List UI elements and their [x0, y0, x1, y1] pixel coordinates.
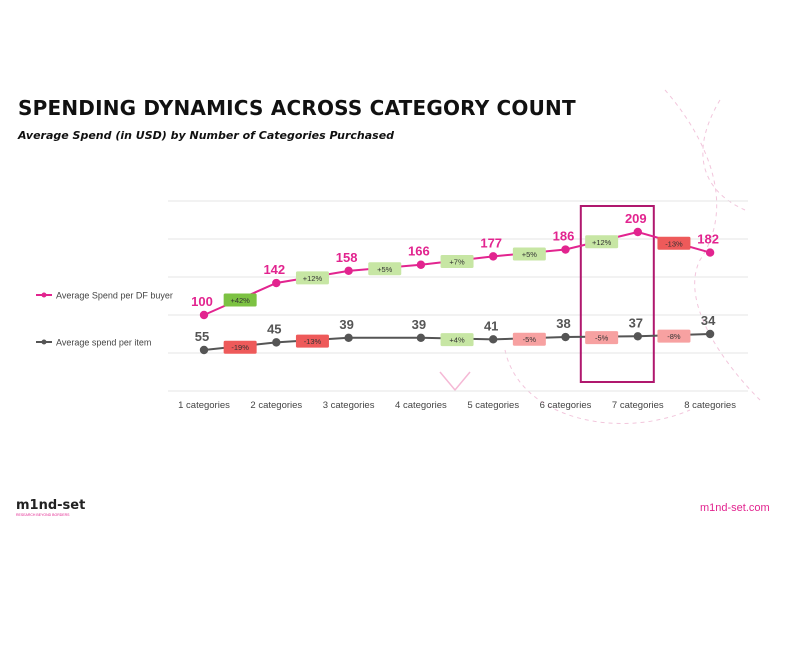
gridlines — [168, 200, 748, 392]
highlight-box — [579, 205, 655, 383]
data-point — [561, 245, 570, 254]
data-label: 39 — [412, 317, 426, 332]
logo-tagline: RESEARCH BEYOND BORDERS — [16, 513, 70, 517]
mindset-logo: m1nd-set RESEARCH BEYOND BORDERS — [16, 496, 86, 523]
data-point — [344, 333, 353, 343]
change-badge — [223, 293, 257, 307]
change-badge-label: +4% — [449, 336, 465, 345]
data-point — [633, 227, 642, 237]
x-tick-label: 4 categories — [395, 400, 447, 411]
data-labels: 100 142 158 166 177 186 209 182 55 45 39 39 41 38 37 34 — [191, 211, 719, 344]
data-label: 177 — [480, 235, 502, 250]
data-point — [272, 338, 281, 347]
data-label: 55 — [195, 329, 209, 344]
website-link[interactable]: m1nd-set.com — [700, 502, 770, 514]
data-label: 37 — [629, 315, 643, 330]
logo-graphic: m1nd-set RESEARCH BEYOND BORDERS — [16, 498, 85, 517]
data-label: 182 — [697, 232, 719, 247]
data-label: 142 — [263, 262, 285, 277]
change-badge — [512, 247, 546, 261]
change-badge — [368, 262, 402, 276]
data-point — [272, 278, 281, 288]
change-badge — [440, 255, 474, 269]
data-point — [705, 329, 715, 339]
data-point — [199, 345, 209, 355]
change-badge — [512, 332, 546, 346]
change-badge — [657, 236, 691, 250]
change-badge-label: -13% — [665, 239, 683, 248]
x-tick-label: 5 categories — [467, 400, 519, 411]
change-badge — [585, 331, 619, 345]
change-badge — [585, 235, 619, 249]
x-tick-label: 1 categories — [178, 400, 230, 411]
change-badge-label: -13% — [304, 337, 322, 346]
change-badge-label: +5% — [522, 250, 538, 259]
chart-subtitle: Average Spend (in USD) by Number of Cate… — [18, 129, 395, 142]
change-badge — [440, 333, 474, 347]
legend: Average Spend per DF buyer Average spend… — [36, 291, 173, 348]
x-axis-ticks: 1 categories 2 categories 3 categories 4 ca… — [178, 400, 736, 411]
chart-title: SPENDING DYNAMICS ACROSS CATEGORY COUNT — [18, 96, 576, 120]
data-label: 209 — [625, 211, 647, 226]
data-label: 34 — [701, 313, 716, 328]
data-label: 158 — [336, 250, 358, 265]
logo-text: m1nd-set — [16, 498, 85, 513]
change-badge-label: +12% — [303, 274, 323, 283]
data-point — [344, 266, 353, 276]
data-point — [705, 248, 715, 257]
change-badge — [295, 334, 329, 348]
change-badge-label: -5% — [523, 335, 537, 344]
legend-item-item: Average spend per item — [36, 338, 151, 348]
change-badge-label: -5% — [595, 334, 609, 343]
x-tick-label: 6 categories — [540, 400, 592, 411]
data-label: 38 — [556, 316, 570, 331]
x-tick-label: 7 categories — [612, 400, 664, 411]
change-badge-label: +7% — [449, 258, 465, 267]
change-badge-label: -19% — [231, 343, 249, 352]
data-point — [489, 335, 498, 344]
x-tick-label: 3 categories — [323, 400, 375, 411]
data-label: 41 — [484, 318, 498, 333]
data-label: 39 — [339, 317, 353, 332]
data-point — [561, 332, 570, 342]
change-badge-label: +12% — [592, 238, 612, 247]
x-tick-label: 2 categories — [250, 400, 302, 411]
change-badge-label: +42% — [230, 296, 250, 305]
data-label: 186 — [553, 229, 575, 244]
data-label: 166 — [408, 244, 430, 259]
legend-label-buyer: Average Spend per DF buyer — [56, 291, 173, 301]
change-badge — [295, 271, 329, 285]
legend-item-buyer: Average Spend per DF buyer — [36, 291, 173, 301]
change-badge — [657, 329, 691, 343]
change-badges: +42% +12% +5% +7% +5% +12% -13% -19% -13% +4% -5% -… — [223, 235, 691, 354]
data-point — [633, 332, 642, 341]
data-points — [199, 227, 715, 355]
data-point — [199, 310, 209, 320]
x-tick-label: 8 categories — [684, 400, 736, 411]
data-label: 45 — [267, 321, 281, 336]
data-point — [489, 252, 498, 261]
decorative-curves — [439, 89, 761, 424]
highlight-rect — [579, 205, 655, 383]
data-point — [416, 260, 426, 269]
change-badge-label: +5% — [377, 265, 393, 274]
data-label: 100 — [191, 294, 213, 309]
data-point — [416, 333, 426, 343]
legend-label-item: Average spend per item — [56, 338, 151, 348]
change-badge-label: -8% — [667, 332, 681, 341]
change-badge — [223, 340, 257, 354]
